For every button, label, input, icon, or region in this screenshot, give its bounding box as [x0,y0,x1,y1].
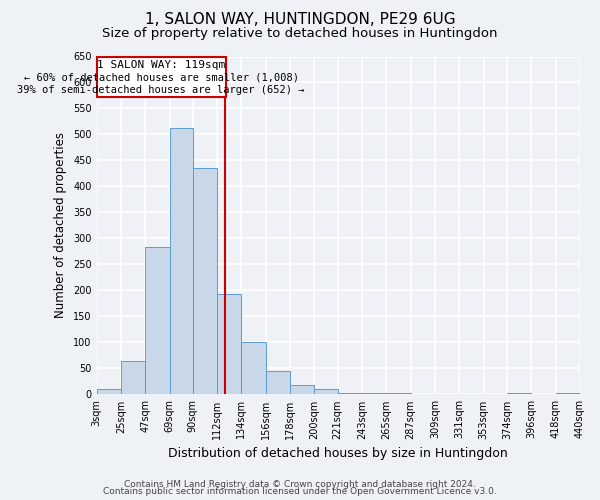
Y-axis label: Number of detached properties: Number of detached properties [55,132,67,318]
Text: 39% of semi-detached houses are larger (652) →: 39% of semi-detached houses are larger (… [17,85,305,95]
Text: Contains public sector information licensed under the Open Government Licence v3: Contains public sector information licen… [103,487,497,496]
Bar [121,360,145,394]
Bar [314,389,338,394]
Bar [217,294,241,394]
Bar [193,168,217,394]
Text: Contains HM Land Registry data © Crown copyright and database right 2024.: Contains HM Land Registry data © Crown c… [124,480,476,489]
Bar [170,128,193,394]
Text: Size of property relative to detached houses in Huntingdon: Size of property relative to detached ho… [102,28,498,40]
Bar [241,342,266,394]
Text: 1 SALON WAY: 119sqm: 1 SALON WAY: 119sqm [97,60,226,70]
Bar [266,370,290,394]
Bar [97,389,121,394]
Bar [290,385,314,394]
Text: 1, SALON WAY, HUNTINGDON, PE29 6UG: 1, SALON WAY, HUNTINGDON, PE29 6UG [145,12,455,28]
Bar [145,248,170,394]
Text: ← 60% of detached houses are smaller (1,008): ← 60% of detached houses are smaller (1,… [24,72,299,83]
FancyBboxPatch shape [97,56,226,96]
X-axis label: Distribution of detached houses by size in Huntingdon: Distribution of detached houses by size … [169,447,508,460]
